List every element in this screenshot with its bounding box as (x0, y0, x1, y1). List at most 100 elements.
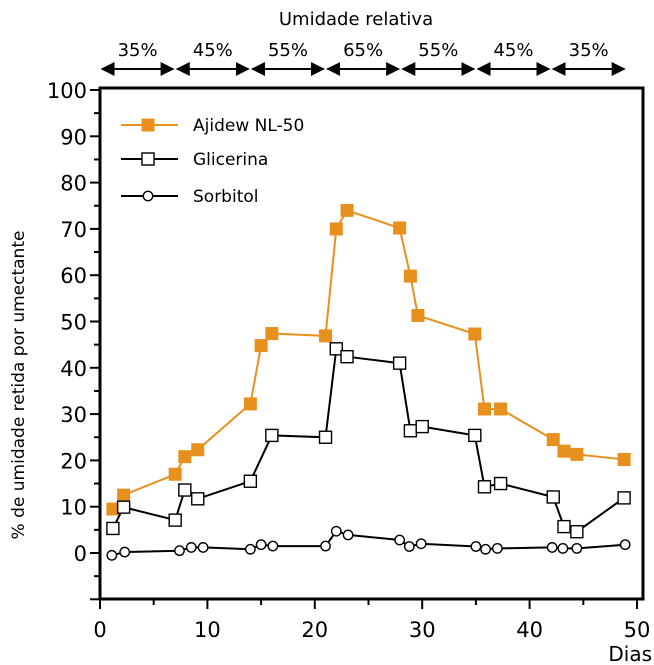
legend-item: Ajidew NL-50 (121, 116, 304, 136)
data-point (141, 152, 155, 166)
x-tick-label: 30 (409, 618, 436, 642)
data-point (415, 538, 427, 550)
data-point (168, 467, 182, 481)
data-point (468, 327, 482, 341)
humidity-band-label: 55% (418, 40, 458, 61)
y-tick-label: 30 (60, 403, 87, 427)
data-point (116, 500, 131, 514)
data-point (168, 513, 182, 527)
humidity-band-label: 65% (343, 40, 383, 61)
data-point (619, 539, 631, 551)
data-point (557, 444, 571, 458)
x-tick-label: 20 (301, 618, 328, 642)
plot-area-frame (98, 86, 645, 601)
data-point (267, 540, 279, 552)
x-tick-label: 10 (194, 618, 221, 642)
data-point (197, 542, 209, 553)
legend-label: Glicerina (193, 150, 268, 170)
y-axis-label: % de umidade retida por umectante (9, 231, 29, 540)
data-point (403, 269, 417, 283)
data-point (340, 349, 354, 364)
data-point (491, 542, 503, 554)
y-tick-label: 60 (60, 264, 87, 288)
y-axis: 0 10 20 30 40 50 60 70 80 90 100 (47, 79, 100, 601)
data-point (546, 433, 560, 447)
y-tick-label: 100 (47, 79, 87, 103)
x-axis-label: Dias (608, 642, 652, 665)
y-tick-label: 0 (74, 542, 87, 566)
y-tick-label: 90 (60, 125, 87, 149)
data-point (546, 490, 560, 504)
data-point (119, 546, 131, 558)
humidity-band-label: 35% (118, 40, 158, 61)
humidity-band-label: 35% (569, 40, 609, 61)
data-point (570, 525, 584, 539)
data-point (480, 543, 491, 555)
data-point (411, 308, 425, 322)
y-tick-label: 70 (60, 218, 87, 242)
y-tick-label: 20 (60, 449, 87, 473)
data-point (394, 534, 406, 546)
legend-label: Sorbitol (193, 187, 259, 207)
data-point (265, 428, 279, 443)
data-point (185, 542, 197, 553)
humidity-band-label: 45% (193, 40, 233, 61)
data-point (415, 419, 429, 434)
data-point (174, 545, 185, 557)
data-point (106, 521, 120, 536)
data-point (191, 443, 205, 457)
data-point (477, 480, 492, 494)
x-axis: 0 10 20 30 40 50 (93, 599, 650, 642)
data-point (557, 542, 569, 554)
data-point (403, 424, 418, 438)
data-point (244, 543, 256, 555)
data-point (178, 450, 192, 464)
y-tick-label: 80 (60, 172, 87, 196)
data-point (557, 519, 571, 534)
legend-label: Ajidew NL-50 (193, 116, 304, 136)
data-point (493, 476, 508, 491)
humidity-title: Umidade relativa (279, 9, 433, 30)
data-point (106, 549, 118, 561)
data-point (330, 525, 342, 537)
data-point (340, 203, 354, 217)
data-point (494, 402, 508, 416)
data-point (570, 447, 584, 461)
data-point (546, 542, 558, 553)
series-group (106, 203, 631, 561)
legend-item: Glicerina (121, 150, 268, 170)
data-point (318, 430, 333, 444)
data-point (329, 342, 343, 356)
humidity-band-label: 45% (493, 40, 533, 61)
data-point (320, 540, 331, 552)
data-point (617, 452, 631, 466)
legend: Ajidew NL-50 Glicerina Sorbitol (121, 116, 304, 207)
data-point (243, 474, 258, 488)
data-point (141, 118, 155, 132)
data-point (255, 539, 267, 551)
data-point (403, 541, 415, 552)
series-ajidew-nl-50 (106, 203, 631, 516)
data-point (393, 221, 407, 235)
y-tick-label: 50 (60, 311, 87, 335)
data-point (392, 356, 407, 370)
series-sorbitol (106, 525, 631, 561)
data-point (142, 190, 154, 202)
data-point (342, 529, 354, 541)
data-point (243, 397, 257, 411)
data-point (117, 488, 131, 502)
x-tick-label: 40 (516, 618, 543, 642)
data-point (468, 428, 482, 443)
data-point (265, 327, 279, 341)
humidity-bands: Umidade relativa 35% 45% 55% 65% 55% 45% 35% (100, 9, 626, 76)
series-glicerina (106, 342, 631, 539)
humidity-band-label: 55% (268, 40, 308, 61)
data-point (571, 542, 583, 554)
data-point (319, 329, 333, 343)
data-point (477, 402, 491, 416)
legend-item: Sorbitol (121, 187, 259, 207)
data-point (617, 491, 631, 505)
data-point (254, 339, 268, 353)
data-point (329, 222, 343, 236)
